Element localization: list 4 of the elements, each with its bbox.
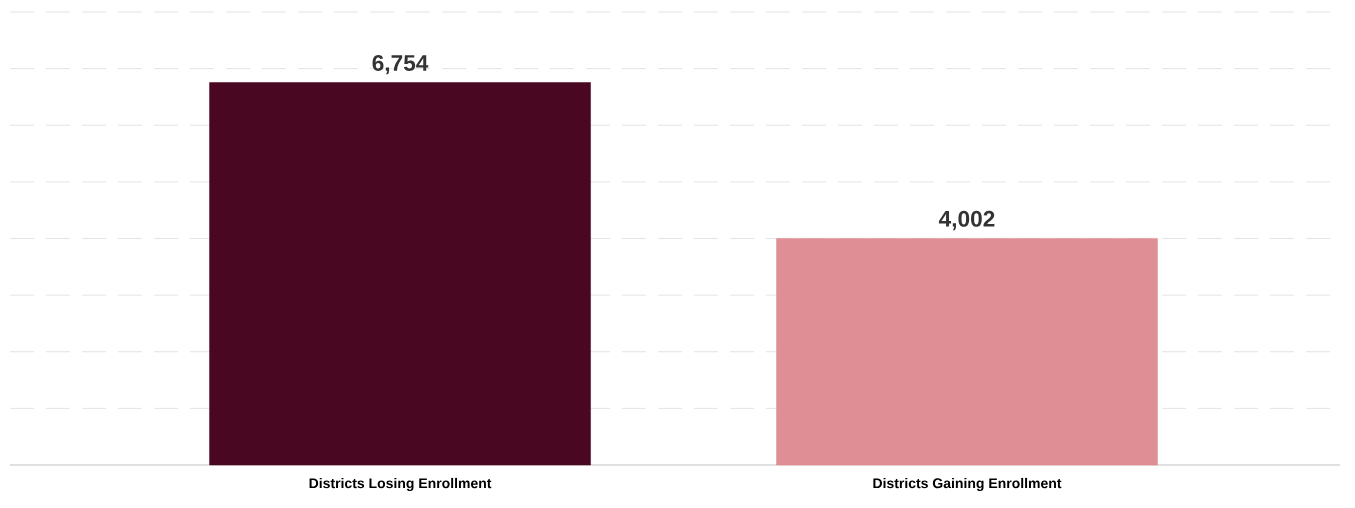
x-tick-label: Districts Gaining Enrollment	[873, 477, 1062, 491]
data-label: 4,002	[938, 210, 995, 231]
data-label: 6,754	[372, 54, 429, 75]
x-tick-label: Districts Losing Enrollment	[309, 477, 492, 491]
